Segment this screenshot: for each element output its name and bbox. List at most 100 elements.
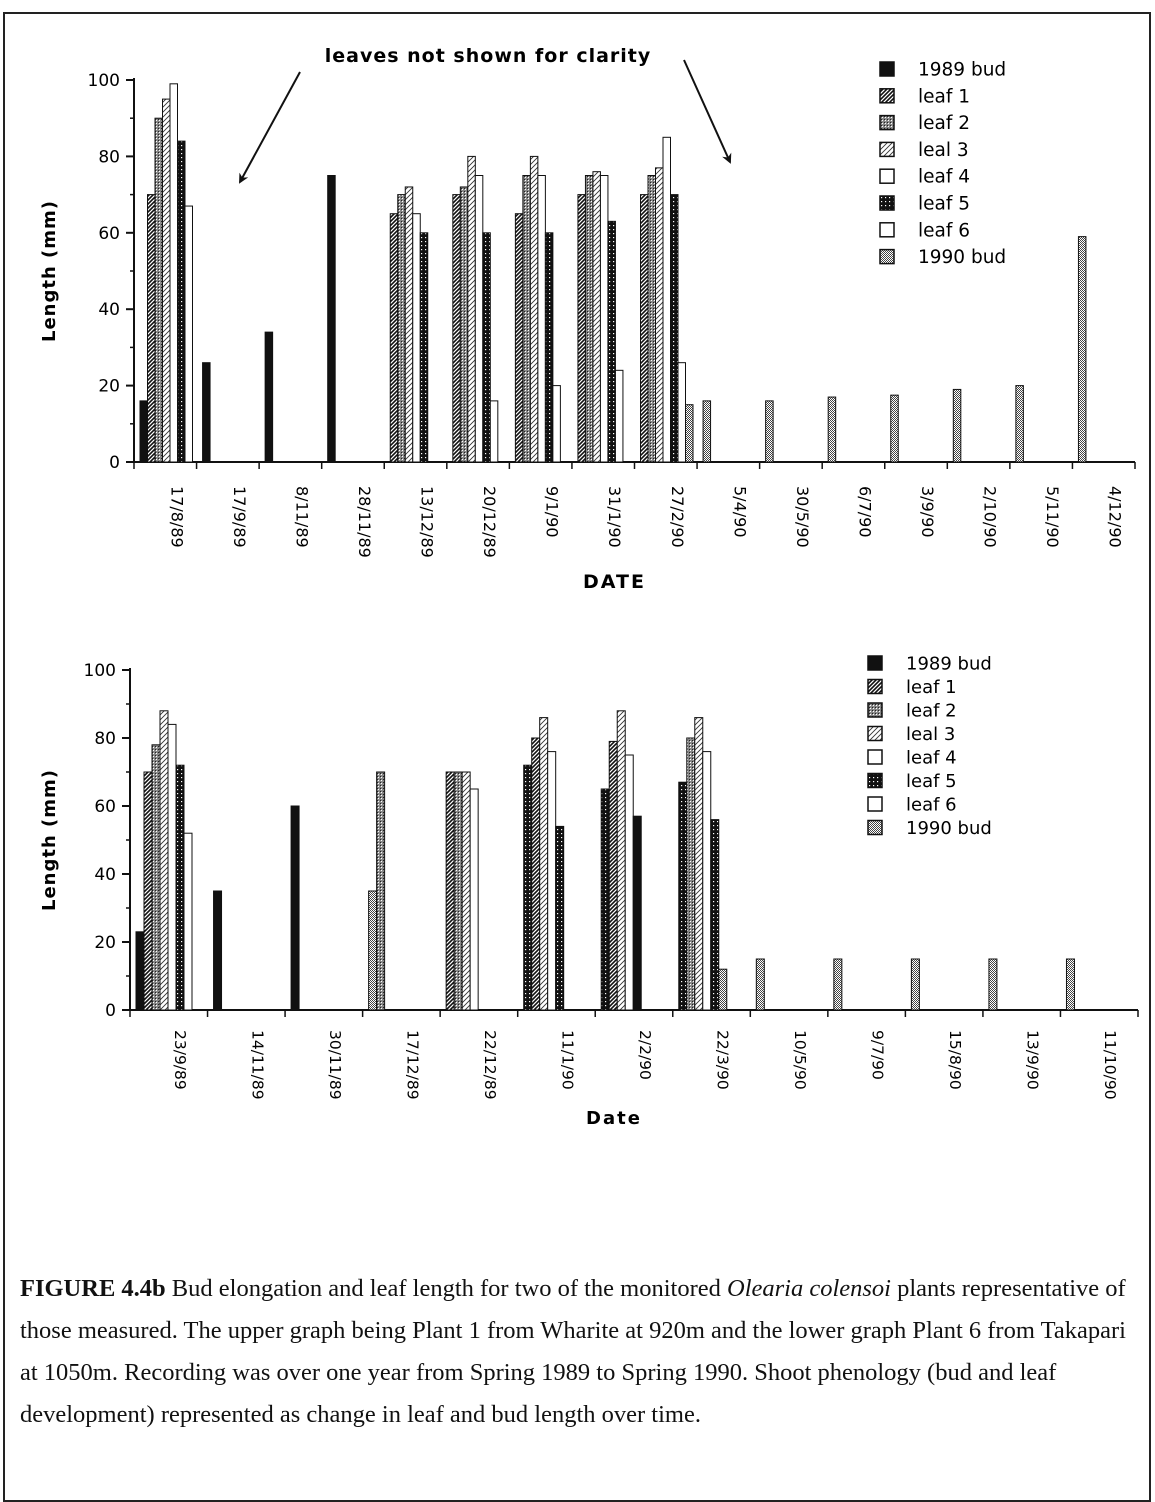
y-tick-label: 80 [98, 147, 120, 167]
bar-13-12-89-leal-3 [404, 186, 414, 463]
bar-14-11-89-1989-bud [213, 890, 223, 1011]
y-tick-label: 20 [98, 377, 120, 397]
y-tick-label: 100 [84, 661, 116, 681]
bar-20-12-89-leal-3 [467, 155, 476, 463]
bar-30-11-89-1989-bud [290, 805, 300, 1011]
legend-label-leaf-2: leaf 2 [918, 113, 970, 134]
caption-text-1: Bud elongation and leaf length for two o… [165, 1275, 727, 1302]
legend-label-leaf-6: leaf 6 [918, 220, 970, 241]
x-tick-label-15-8-90: 15/8/90 [946, 1030, 964, 1090]
bar-15-8-90-1990-bud [910, 958, 920, 1011]
bar-11-1-90-leal-3 [539, 717, 549, 1011]
bar-17-8-89-leal-3 [162, 98, 171, 463]
bar-13-12-89-leaf-2 [397, 194, 406, 463]
x-tick-label-22-3-90: 22/3/90 [714, 1030, 732, 1090]
bar-22-3-90-leaf-5 [678, 781, 688, 1011]
bar-17-8-89-1989-bud [139, 400, 148, 463]
bar-27-2-90-leaf-5 [670, 194, 679, 463]
caption-label: FIGURE 4.4b [20, 1275, 166, 1302]
x-tick-label-13-12-89: 13/12/89 [418, 486, 437, 558]
bar-4-12-90-1990-bud [1077, 236, 1087, 463]
legend-label-1989-bud: 1989 bud [918, 60, 1006, 81]
y-tick-label: 80 [94, 729, 116, 749]
bar-2-2-90-1989-bud [632, 815, 642, 1011]
bar-20-12-89-leaf-4 [474, 175, 484, 463]
legend-label-1990-bud: 1990 bud [918, 247, 1006, 268]
y-tick-label: 40 [94, 865, 116, 885]
x-tick-label-9-1-90: 9/1/90 [543, 486, 562, 538]
x-tick-label-3-9-90: 3/9/90 [918, 486, 937, 538]
bar-9-1-90-leal-3 [529, 155, 539, 463]
bar-3-9-90-1990-bud [890, 394, 899, 463]
legend-label-leaf-1: leaf 1 [906, 677, 957, 698]
bar-10-5-90-1990-bud [755, 958, 765, 1011]
bar-11-1-90-leaf-5 [555, 825, 565, 1011]
bar-23-9-89-leaf-2 [151, 744, 161, 1011]
x-tick-label-22-12-89: 22/12/89 [481, 1030, 499, 1100]
bar-11-1-90-leaf-1 [531, 737, 541, 1011]
bar-5-11-90-1990-bud [1015, 385, 1024, 463]
bar-22-3-90-leaf-4 [702, 751, 712, 1011]
bar-2-10-90-1990-bud [952, 388, 962, 463]
bar-17-12-89-leaf-2 [376, 771, 386, 1011]
legend-label-leaf-4: leaf 4 [906, 748, 957, 769]
legend-swatch-1990-bud [867, 819, 883, 836]
bar-27-2-90-leaf-6 [677, 362, 686, 463]
bar-13-12-89-leaf-5 [419, 232, 429, 463]
bar-13-12-89-leaf-1 [389, 213, 399, 463]
x-tick-label-23-9-89: 23/9/89 [171, 1030, 189, 1090]
bar-2-2-90-leal-3 [616, 710, 626, 1011]
bar-28-11-89-1989-bud [327, 175, 336, 463]
legend-label-leaf-5: leaf 5 [906, 771, 957, 792]
bar-6-7-90-1990-bud [827, 396, 837, 463]
bar-13-12-89-leaf-4 [412, 213, 421, 463]
y-tick-label: 100 [88, 71, 120, 91]
x-tick-label-17-12-89: 17/12/89 [403, 1030, 421, 1100]
bar-27-2-90-leaf-4 [662, 136, 671, 463]
x-tick-label-2-2-90: 2/2/90 [636, 1030, 654, 1080]
bar-23-9-89-leaf-1 [143, 771, 153, 1011]
x-tick-label-20-12-89: 20/12/89 [480, 486, 499, 558]
caption-species-1: Olearia [727, 1275, 804, 1302]
bar-31-1-90-leaf-4 [599, 175, 609, 463]
y-tick-label: 60 [98, 224, 120, 244]
bar-27-2-90-leaf-2 [647, 175, 656, 463]
x-tick-label-9-7-90: 9/7/90 [869, 1030, 887, 1080]
bar-11-1-90-leaf-5 [523, 764, 533, 1011]
legend-swatch-leaf-5 [879, 195, 895, 211]
bar-22-3-90-leal-3 [694, 717, 704, 1011]
x-tick-label-11-10-90: 11/10/90 [1101, 1030, 1119, 1100]
chart-top: 0 20 40 60 80 100 Length (mm) 17/8/89 17/9/89 8/1… [39, 60, 1136, 593]
bar-17-8-89-leaf-2 [154, 117, 163, 463]
legend-swatch-1990-bud [879, 248, 895, 265]
bar-17-8-89-leaf-6 [184, 205, 193, 463]
legend-swatch-leal-3 [867, 725, 883, 742]
x-tick-label-5-11-90: 5/11/90 [1043, 486, 1062, 548]
bar-11-10-90-1990-bud [1065, 958, 1075, 1011]
x-tick-label-5-4-90: 5/4/90 [730, 486, 749, 538]
legend-label-leaf-6: leaf 6 [906, 795, 957, 816]
legend-label-1989-bud: 1989 bud [906, 654, 992, 675]
legend-label-leal-3: leal 3 [918, 140, 969, 161]
annotation-arrow-left [239, 71, 301, 184]
caption-species-2: colensoi [809, 1275, 891, 1302]
bar-20-12-89-leaf-5 [482, 232, 491, 463]
legend-label-leal-3: leal 3 [906, 724, 955, 745]
bar-22-3-90-leaf-2 [686, 737, 696, 1011]
bar-23-9-89-leaf-4 [167, 723, 177, 1011]
bar-20-12-89-leaf-6 [489, 400, 499, 463]
bar-23-9-89-1989-bud [135, 931, 145, 1011]
bar-9-1-90-leaf-4 [537, 175, 546, 463]
bar-23-9-89-leaf-5 [175, 764, 185, 1011]
legend-label-1990-bud: 1990 bud [906, 818, 992, 839]
bar-13-9-90-1990-bud [988, 958, 998, 1011]
bar-31-1-90-leaf-1 [577, 194, 586, 463]
y-tick-label: 0 [109, 453, 120, 473]
y-axis-label: Length (mm) [39, 769, 60, 911]
legend-swatch-leaf-6 [867, 796, 883, 812]
bar-20-12-89-leaf-2 [459, 186, 469, 463]
caption-text-2: plants representative of those measured.… [20, 1275, 1126, 1428]
x-tick-label-4-12-90: 4/12/90 [1106, 486, 1125, 548]
y-tick-label: 40 [98, 300, 120, 320]
